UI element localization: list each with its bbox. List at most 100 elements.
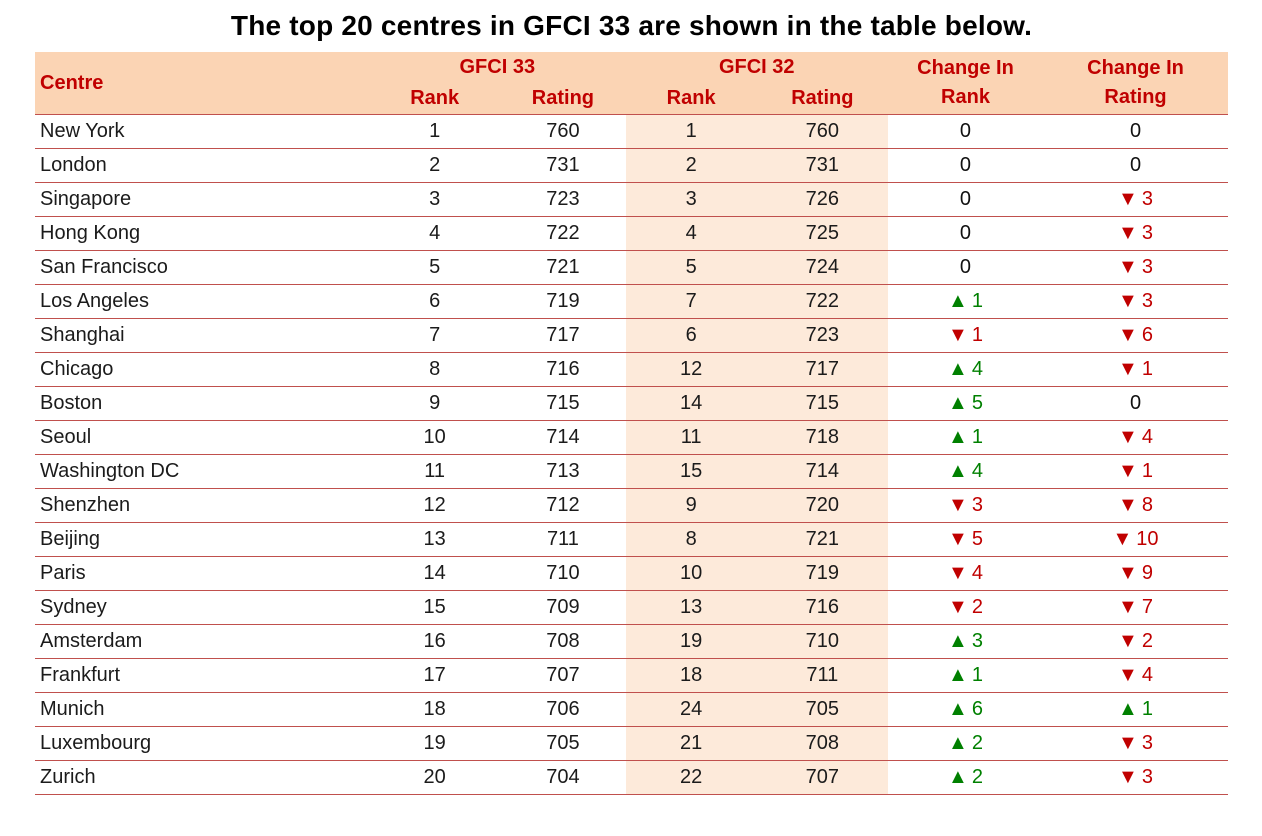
change-in-rating-cell: ▼ 3 — [1043, 216, 1228, 251]
change-in-rank-cell: ▲ 5 — [887, 386, 1044, 421]
gfci32-rating-cell: 717 — [756, 352, 888, 387]
col-header-change-in-rating: Change In Rating — [1043, 52, 1228, 115]
centre-cell: Hong Kong — [35, 216, 370, 251]
centre-cell: Sydney — [35, 590, 370, 625]
gfci33-rank-cell: 9 — [369, 386, 501, 421]
gfci33-rating-cell: 717 — [500, 318, 626, 353]
page-title: The top 20 centres in GFCI 33 are shown … — [230, 10, 1033, 41]
change-in-rank-cell: 0 — [887, 216, 1044, 251]
gfci32-rank-cell: 6 — [625, 318, 757, 353]
change-in-rank-cell: ▲ 2 — [887, 760, 1044, 795]
table-row: Hong Kong 4 722 4 725 0 ▼ 3 — [35, 216, 1228, 251]
gfci32-rating-cell: 710 — [756, 624, 888, 659]
gfci33-rank-cell: 10 — [369, 420, 501, 455]
change-in-rank-cell: ▲ 1 — [887, 658, 1044, 693]
gfci33-rating-cell: 710 — [500, 556, 626, 591]
gfci32-rating-cell: 760 — [756, 114, 888, 149]
centre-cell: Boston — [35, 386, 370, 421]
gfci32-rating-cell: 721 — [756, 522, 888, 557]
change-in-rating-cell: ▲ 1 — [1043, 692, 1228, 727]
centre-cell: Washington DC — [35, 454, 370, 489]
table-row: Washington DC 11 713 15 714 ▲ 4 ▼ 1 — [35, 454, 1228, 489]
gfci33-rank-cell: 2 — [369, 148, 501, 183]
gfci32-rating-cell: 720 — [756, 488, 888, 523]
centre-cell: Shanghai — [35, 318, 370, 353]
centre-cell: Los Angeles — [35, 284, 370, 319]
change-in-rank-cell: ▲ 4 — [887, 454, 1044, 489]
gfci33-rating-cell: 719 — [500, 284, 626, 319]
table-row: New York 1 760 1 760 0 0 — [35, 114, 1228, 149]
gfci33-rank-cell: 20 — [369, 760, 501, 795]
gfci32-rating-cell: 714 — [756, 454, 888, 489]
gfci32-rank-cell: 15 — [625, 454, 757, 489]
table-row: Amsterdam 16 708 19 710 ▲ 3 ▼ 2 — [35, 624, 1228, 659]
table-row: Munich 18 706 24 705 ▲ 6 ▲ 1 — [35, 692, 1228, 727]
gfci32-rank-cell: 8 — [625, 522, 757, 557]
change-in-rating-cell: ▼ 3 — [1043, 250, 1228, 285]
gfci33-rating-cell: 716 — [500, 352, 626, 387]
gfci32-rank-cell: 4 — [625, 216, 757, 251]
centre-cell: Frankfurt — [35, 658, 370, 693]
change-in-rating-cell: ▼ 4 — [1043, 420, 1228, 455]
gfci33-rank-cell: 11 — [369, 454, 501, 489]
rating-label: Rating — [1104, 86, 1167, 108]
col-header-gfci32-rank: Rank — [625, 83, 757, 115]
gfci33-rank-cell: 16 — [369, 624, 501, 659]
centre-cell: Beijing — [35, 522, 370, 557]
gfci32-rating-cell: 711 — [756, 658, 888, 693]
gfci33-rating-cell: 705 — [500, 726, 626, 761]
centre-cell: Munich — [35, 692, 370, 727]
gfci33-rank-cell: 17 — [369, 658, 501, 693]
change-in-rating-cell: ▼ 9 — [1043, 556, 1228, 591]
col-header-change-in-rank: Change In Rank — [887, 52, 1044, 115]
gfci33-rating-cell: 713 — [500, 454, 626, 489]
change-in-rating-cell: ▼ 3 — [1043, 182, 1228, 217]
change-in-rank-cell: ▼ 4 — [887, 556, 1044, 591]
centre-cell: San Francisco — [35, 250, 370, 285]
table-row: Los Angeles 6 719 7 722 ▲ 1 ▼ 3 — [35, 284, 1228, 319]
gfci32-rating-cell: 723 — [756, 318, 888, 353]
rank-label: Rank — [941, 86, 990, 108]
table-row: Beijing 13 711 8 721 ▼ 5 ▼ 10 — [35, 522, 1228, 557]
gfci32-rating-cell: 716 — [756, 590, 888, 625]
gfci32-rank-cell: 14 — [625, 386, 757, 421]
change-in-rating-cell: ▼ 1 — [1043, 352, 1228, 387]
change-in-rating-cell: ▼ 8 — [1043, 488, 1228, 523]
change-in-rank-cell: ▼ 1 — [887, 318, 1044, 353]
table-row: Sydney 15 709 13 716 ▼ 2 ▼ 7 — [35, 590, 1228, 625]
gfci32-rating-cell: 719 — [756, 556, 888, 591]
table-header: Centre GFCI 33 GFCI 32 Change In Rank Ch… — [35, 52, 1228, 115]
centre-cell: Seoul — [35, 420, 370, 455]
centre-cell: Chicago — [35, 352, 370, 387]
change-in-rank-cell: ▲ 3 — [887, 624, 1044, 659]
gfci33-rank-cell: 14 — [369, 556, 501, 591]
table-row: Paris 14 710 10 719 ▼ 4 ▼ 9 — [35, 556, 1228, 591]
gfci32-rank-cell: 22 — [625, 760, 757, 795]
gfci33-rating-cell: 709 — [500, 590, 626, 625]
gfci32-rating-cell: 722 — [756, 284, 888, 319]
gfci32-rank-cell: 12 — [625, 352, 757, 387]
col-header-gfci32-rating: Rating — [756, 83, 888, 115]
change-in-label: Change In — [917, 57, 1014, 79]
change-in-rank-cell: ▼ 5 — [887, 522, 1044, 557]
change-in-rating-cell: ▼ 3 — [1043, 760, 1228, 795]
change-in-rating-cell: ▼ 1 — [1043, 454, 1228, 489]
change-in-rank-cell: ▲ 6 — [887, 692, 1044, 727]
gfci33-rating-cell: 711 — [500, 522, 626, 557]
gfci33-rank-cell: 13 — [369, 522, 501, 557]
gfci33-rating-cell: 704 — [500, 760, 626, 795]
gfci33-rank-cell: 6 — [369, 284, 501, 319]
change-in-rank-cell: 0 — [887, 182, 1044, 217]
gfci-rankings-table: Centre GFCI 33 GFCI 32 Change In Rank Ch… — [35, 52, 1228, 795]
gfci32-rank-cell: 24 — [625, 692, 757, 727]
change-in-label: Change In — [1087, 57, 1184, 79]
change-in-rating-cell: ▼ 3 — [1043, 284, 1228, 319]
gfci32-rank-cell: 18 — [625, 658, 757, 693]
gfci32-rank-cell: 21 — [625, 726, 757, 761]
change-in-rating-cell: ▼ 3 — [1043, 726, 1228, 761]
table-row: Shenzhen 12 712 9 720 ▼ 3 ▼ 8 — [35, 488, 1228, 523]
col-header-gfci33: GFCI 33 — [369, 52, 626, 83]
change-in-rating-cell: 0 — [1043, 386, 1228, 421]
gfci32-rating-cell: 724 — [756, 250, 888, 285]
change-in-rank-cell: ▲ 2 — [887, 726, 1044, 761]
